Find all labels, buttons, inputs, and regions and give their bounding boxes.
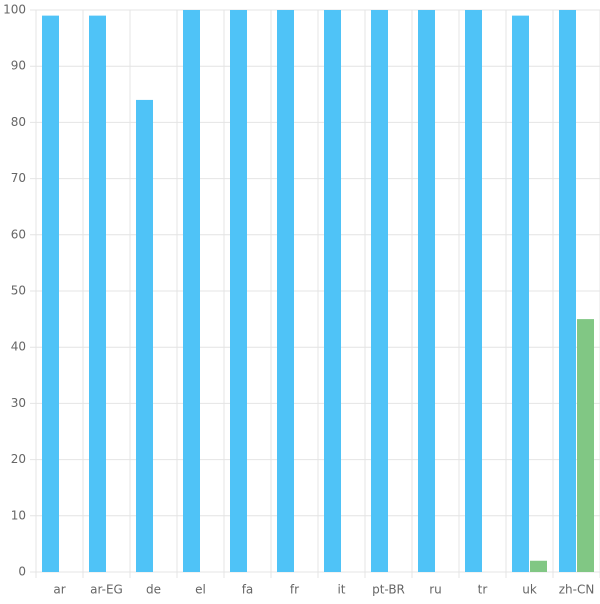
bar (530, 560, 547, 572)
x-tick-label: pt-BR (372, 583, 405, 597)
bar (89, 15, 106, 573)
bar (230, 10, 247, 572)
y-tick-label: 30 (11, 396, 26, 410)
bar (512, 15, 529, 573)
bar (559, 10, 576, 572)
y-tick-label: 10 (11, 508, 26, 522)
x-tick-label: zh-CN (559, 583, 595, 597)
bar (577, 319, 594, 572)
y-tick-label: 50 (11, 284, 26, 298)
x-tick-label: uk (522, 583, 537, 597)
x-tick-label: it (337, 583, 345, 597)
y-tick-label: 80 (11, 115, 26, 129)
y-tick-label: 60 (11, 227, 26, 241)
y-tick-label: 0 (18, 565, 26, 579)
bar (371, 10, 388, 572)
x-tick-label: fr (290, 583, 299, 597)
x-tick-label: fa (242, 583, 254, 597)
y-tick-label: 70 (11, 171, 26, 185)
bar (277, 10, 294, 572)
y-tick-label: 20 (11, 452, 26, 466)
bar (183, 10, 200, 572)
bar (136, 99, 153, 573)
bar (465, 10, 482, 572)
y-tick-label: 90 (11, 59, 26, 73)
x-tick-label: tr (478, 583, 488, 597)
x-tick-label: ar-EG (90, 583, 123, 597)
bar (42, 15, 59, 573)
x-tick-label: ar (53, 583, 65, 597)
bar (418, 10, 435, 572)
y-tick-label: 40 (11, 340, 26, 354)
bar (324, 10, 341, 572)
y-tick-label: 100 (3, 3, 26, 17)
x-tick-label: el (195, 583, 206, 597)
x-tick-label: de (146, 583, 161, 597)
x-tick-label: ru (429, 583, 442, 597)
